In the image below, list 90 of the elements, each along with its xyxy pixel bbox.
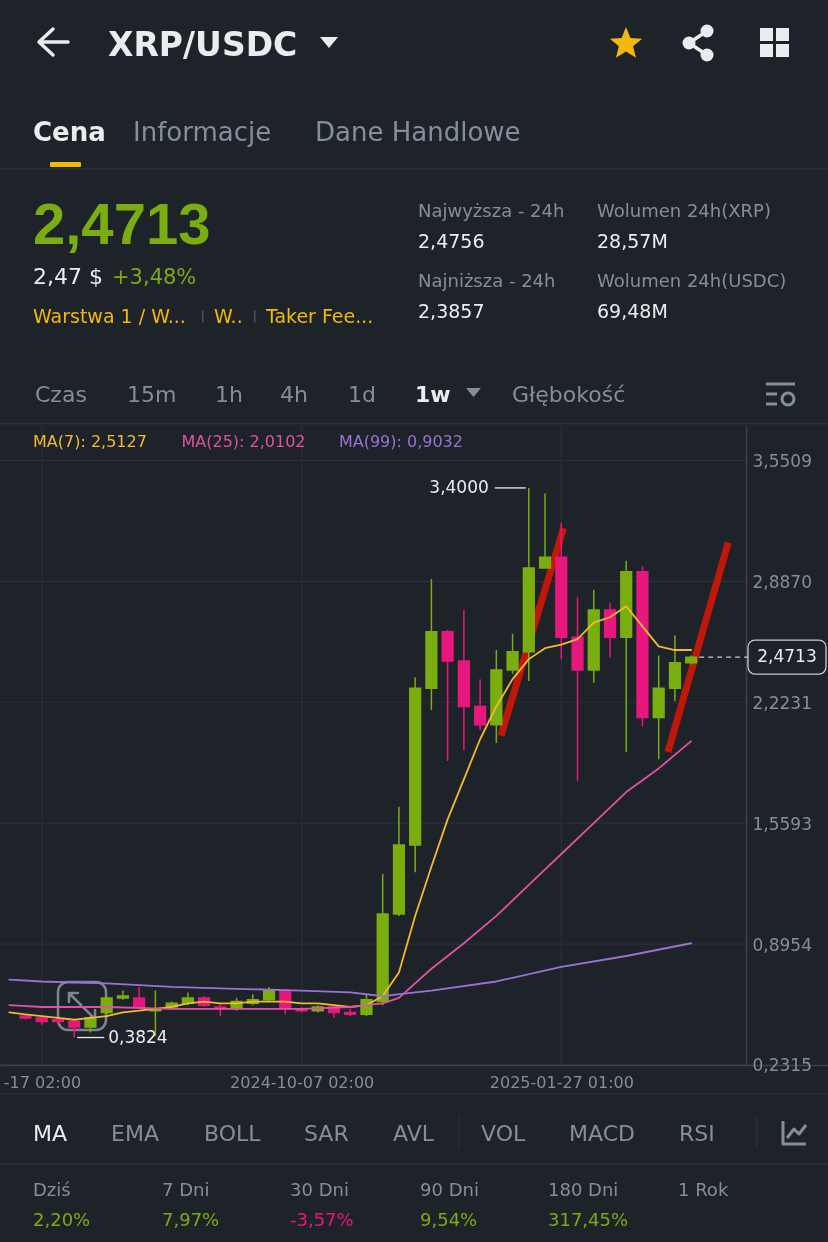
candlestick [133, 986, 146, 1010]
candlestick [538, 492, 552, 569]
text: 7,97% [162, 1209, 220, 1230]
candlestick [685, 654, 698, 666]
text: W.. [214, 305, 243, 327]
text: +3,48% [112, 265, 197, 289]
text: 1h [215, 382, 243, 407]
candlestick [51, 1017, 65, 1025]
text: Wolumen 24h(USDC) [597, 270, 787, 291]
line-series [8, 942, 693, 997]
text: 1 Rok [678, 1179, 729, 1200]
y-tick-label: 0,8954 [752, 934, 812, 955]
y-tick-label: 1,5593 [752, 813, 812, 834]
text: Informacje [133, 117, 272, 147]
text: 2,4713 [33, 191, 211, 256]
candlestick [376, 873, 389, 1006]
candlestick [603, 601, 617, 659]
candlestick [35, 1015, 48, 1026]
candlestick [555, 521, 568, 660]
candlestick [425, 578, 438, 711]
y-tick-label: 0,2315 [752, 1055, 812, 1076]
text: MACD [569, 1121, 635, 1146]
candlestick [636, 565, 649, 728]
text: SAR [304, 1121, 349, 1146]
text: 28,57M [597, 230, 668, 252]
candlestick [652, 654, 665, 761]
text: 69,48M [597, 300, 668, 322]
candlestick [506, 632, 519, 675]
candlestick [620, 560, 633, 753]
candlestick [441, 629, 454, 762]
candlestick [84, 1015, 97, 1034]
text: Dziś [33, 1179, 71, 1200]
y-tick-label: 2,8870 [752, 571, 812, 592]
x-tick-label: 2024-10-07 02:00 [230, 1073, 375, 1092]
text: MA(99): 0,9032 [338, 432, 463, 451]
candlestick [473, 678, 487, 731]
annotation: 3,4000 [429, 476, 489, 497]
text: RSI [679, 1121, 715, 1146]
ref-line-label: 2,4713 [757, 646, 817, 667]
text: EMA [111, 1121, 159, 1146]
text: Głębokość [512, 382, 626, 407]
candlestick [409, 676, 422, 873]
candlestick [392, 805, 406, 917]
text: -3,57% [290, 1209, 354, 1230]
text: Wolumen 24h(XRP) [597, 200, 771, 221]
candlestick [68, 1018, 81, 1039]
text: 2,4756 [418, 230, 485, 252]
text: 2,47 $ [33, 264, 103, 289]
text: 180 Dni [548, 1179, 619, 1200]
chart-title: XRP/USDC [108, 25, 298, 64]
text: 1w [415, 382, 451, 407]
text: Taker Fee... [265, 305, 374, 327]
text: 7 Dni [162, 1179, 210, 1200]
x-tick-label: 2025-01-27 01:00 [489, 1073, 634, 1092]
text: Dane Handlowe [315, 117, 521, 147]
text: Najniższa - 24h [418, 270, 556, 291]
candlestick [490, 649, 503, 744]
text: Najwyższa - 24h [418, 200, 565, 221]
text: MA(7): 2,5127 [33, 432, 147, 451]
candlestick [344, 1008, 357, 1017]
text: Czas [35, 382, 87, 407]
text: VOL [481, 1121, 526, 1146]
y-tick-label: 2,2231 [752, 692, 812, 713]
text: MA(25): 2,0102 [181, 432, 306, 451]
candlestick [668, 634, 682, 702]
text: 30 Dni [290, 1179, 349, 1200]
line-series [8, 605, 693, 1021]
candlestick [522, 487, 535, 682]
x-tick-label: -17 02:00 [3, 1073, 82, 1092]
text: 2,20% [33, 1209, 91, 1230]
text: 2,3857 [418, 300, 485, 322]
text: 90 Dni [420, 1179, 479, 1200]
text: Warstwa 1 / W... [33, 305, 186, 327]
candlestick [116, 989, 130, 1001]
candlestick [457, 609, 470, 751]
text: Cena [33, 117, 106, 147]
text: MA [33, 1121, 68, 1146]
text: BOLL [204, 1121, 262, 1146]
text: 317,45% [548, 1209, 629, 1230]
candlestick [587, 589, 600, 684]
candlestick [19, 1013, 32, 1021]
text: 15m [127, 382, 177, 407]
candlestick [571, 596, 584, 782]
text: AVL [393, 1121, 435, 1146]
text: 9,54% [420, 1209, 478, 1230]
line-series [8, 740, 693, 1010]
y-tick-label: 3,5509 [752, 450, 812, 471]
text: 1d [348, 382, 376, 407]
annotation: 0,3824 [108, 1026, 168, 1047]
text: 4h [280, 382, 308, 407]
